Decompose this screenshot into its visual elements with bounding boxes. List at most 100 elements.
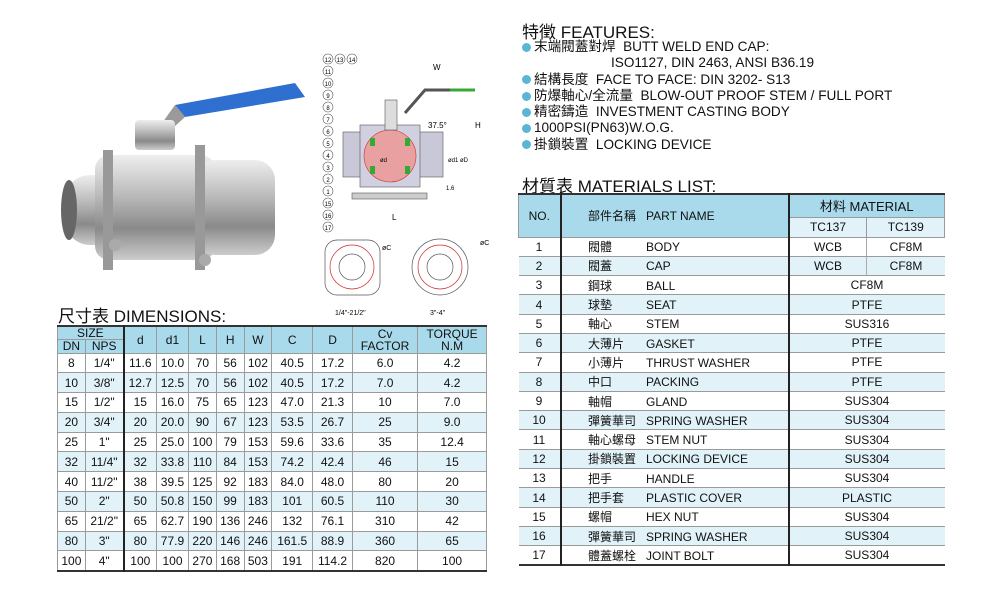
cell-big-d: 26.7 [312, 411, 353, 433]
table-row: 100 4" 100 100 270 168 503 191 114.2 820 100 [57, 550, 487, 572]
cell-no: 8 [518, 371, 562, 392]
flange-caption-large: 3"-4" [430, 310, 446, 317]
cell-h: 67 [215, 411, 245, 433]
cell-d: 20 [123, 411, 157, 433]
cell-material: CF8M [787, 275, 945, 296]
cell-w: 123 [243, 392, 273, 413]
part-name-cn: 軸心螺母 [588, 433, 637, 448]
cell-material: PTFE [787, 332, 945, 354]
callout-number: 11 [325, 70, 332, 76]
cell-cv: 6.0 [351, 352, 419, 374]
cell-c: 40.5 [271, 372, 314, 394]
header-dn: DN [57, 339, 86, 354]
cell-material-tc137: WCB [787, 236, 868, 257]
table-row: 2 閥蓋 CAP WCB CF8M [518, 255, 945, 277]
cell-no: 7 [518, 352, 562, 373]
cell-part-name: 小薄片 THRUST WASHER [560, 352, 789, 373]
cell-w: 123 [243, 411, 273, 433]
header-w: W [243, 325, 273, 354]
callout-number: 2 [326, 178, 330, 184]
part-name-en: HEX NUT [646, 510, 699, 525]
cell-big-d: 33.6 [312, 431, 353, 453]
part-name-en: STEM [646, 317, 680, 332]
cell-cv: 25 [351, 411, 419, 433]
cell-dn: 100 [57, 550, 86, 572]
cell-c: 101 [271, 491, 314, 512]
feature-item: 1000PSI(PN63)W.O.G. [522, 120, 892, 136]
cell-d1: 50.8 [155, 491, 190, 512]
callout-circle [322, 209, 334, 221]
table-row: 80 3" 80 77.9 220 146 246 161.5 88.9 360 65 [57, 530, 487, 552]
part-name-en: GASKET [646, 336, 695, 351]
header-part-en: PART NAME [646, 209, 715, 224]
header-d1: d1 [155, 325, 190, 354]
cell-l: 75 [188, 392, 217, 413]
table-row: 10 3/8" 12.7 12.5 70 56 102 40.5 17.2 7.0 4.2 [57, 372, 487, 394]
cell-c: 84.0 [271, 471, 314, 493]
cell-d1: 39.5 [155, 471, 190, 493]
cell-w: 246 [243, 510, 273, 532]
cell-d: 25 [123, 431, 157, 453]
cell-no: 2 [518, 255, 562, 277]
header-factor: FACTOR [360, 338, 410, 353]
part-name-cn: 鋼球 [588, 278, 613, 293]
table-row: 20 3/4" 20 20.0 90 67 123 53.5 26.7 25 9.0 [57, 411, 487, 433]
header-l: L [188, 325, 217, 354]
table-row: 6 大薄片 GASKET PTFE [518, 332, 945, 354]
cell-dn: 20 [57, 411, 86, 433]
cell-l: 125 [188, 471, 217, 493]
part-name-cn: 把手套 [588, 491, 625, 505]
cell-w: 503 [243, 550, 273, 572]
cell-d: 65 [123, 510, 157, 532]
table-row: 10 彈簧華司 SPRING WASHER SUS304 [518, 410, 945, 431]
part-name-en: BALL [646, 278, 676, 293]
cell-nps: 21/2" [84, 510, 125, 532]
cell-nps: 1/2" [84, 392, 125, 413]
materials-table: NO. 部件名稱 PART NAME 材料 MATERIAL TC137 TC13… [518, 193, 945, 567]
materials-title: 材質表 MATERIALS LIST: [522, 177, 717, 196]
cell-no: 17 [518, 545, 562, 566]
feature-item: 末端閥蓋對焊 BUTT WELD END CAP: [522, 39, 892, 55]
callout-circle [334, 53, 346, 65]
cell-cv: 360 [351, 530, 419, 552]
cell-nps: 1/4" [84, 352, 125, 374]
cell-big-d: 114.2 [312, 550, 353, 572]
part-name-cn: 小薄片 [588, 355, 625, 370]
header-part-name: 部件名稱 PART NAME [560, 193, 790, 238]
cell-w: 102 [243, 372, 273, 394]
cell-no: 1 [518, 236, 562, 257]
cell-w: 102 [243, 352, 273, 374]
cell-c: 59.6 [271, 431, 314, 453]
cell-big-d: 17.2 [312, 372, 353, 394]
cell-torque: 30 [417, 491, 487, 512]
cell-w: 183 [243, 491, 273, 512]
dimensions-table: SIZE d d1 L H W C D Cv FACTOR TORQUE N.M D… [56, 325, 487, 572]
header-cv-factor: Cv FACTOR [351, 325, 419, 354]
cell-h: 146 [215, 530, 245, 552]
cell-l: 70 [188, 352, 217, 374]
table-row: 5 軸心 STEM SUS316 [518, 313, 945, 334]
ball-valve-photo [61, 83, 305, 270]
feature-text: 精密鑄造 INVESTMENT CASTING BODY [534, 104, 790, 120]
dim-label-h: H [475, 121, 481, 130]
features-list: 末端閥蓋對焊 BUTT WELD END CAP: ISO1127, DIN 24… [522, 39, 892, 153]
feature-text: 防爆軸心/全流量 BLOW-OUT PROOF STEM / FULL PORT [534, 87, 893, 103]
cell-part-name: 把手 HANDLE [560, 468, 789, 489]
cell-d1: 100 [155, 550, 190, 572]
cell-d: 32 [123, 451, 157, 473]
cell-part-name: 彈簧華司 SPRING WASHER [560, 410, 789, 431]
header-nps: NPS [84, 339, 125, 354]
cell-torque: 42 [417, 510, 487, 532]
part-name-en: CAP [646, 259, 671, 274]
cell-part-name: 閥體 BODY [560, 236, 789, 257]
table-row: 13 把手 HANDLE SUS304 [518, 468, 945, 489]
dim-label-d1: ød1 [448, 158, 459, 164]
callout-circle [322, 173, 334, 185]
table-row: 14 把手套 PLASTIC COVER PLASTIC [518, 487, 945, 508]
cell-dn: 50 [57, 491, 86, 512]
cell-big-d: 60.5 [312, 491, 353, 512]
part-name-en: PLASTIC COVER [646, 491, 743, 505]
cell-nps: 3" [84, 530, 125, 552]
part-name-cn: 大薄片 [588, 336, 625, 351]
cell-no: 4 [518, 294, 562, 315]
